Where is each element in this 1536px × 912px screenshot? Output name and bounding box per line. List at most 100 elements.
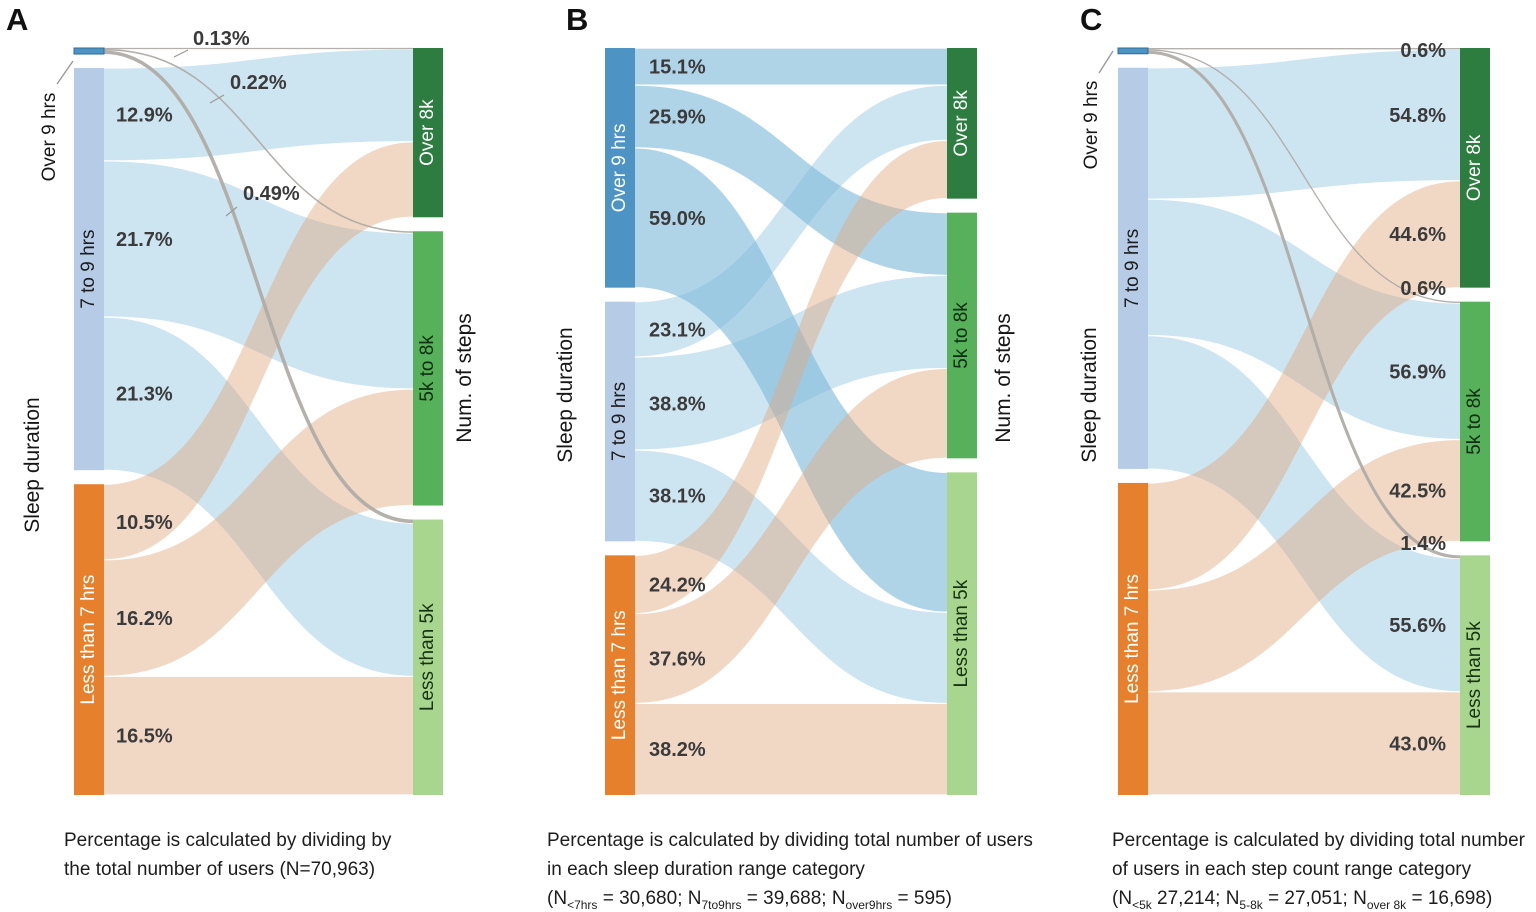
flow-pct-label: 38.1% [649,486,706,508]
flow-pct-label: 0.6% [1400,40,1446,62]
node-over9 [605,48,635,288]
panel-b-nodes: Over 9 hrs 7 to 9 hrs Less than 7 hrs Over … [605,48,977,795]
panel-c-nodes: Over 9 hrs 7 to 9 hrs Less than 7 hrs Over … [1081,47,1490,795]
node-label-leader [56,60,74,85]
flow-pct-label: 0.6% [1400,278,1446,300]
node-label-over8k: Over 8k [951,90,972,157]
axis-title-num-of-steps: Num. of steps [453,313,476,443]
flow-pct-label: 21.7% [116,229,173,251]
flow-less-than-7-hrs-to-5k-to-8k [635,369,947,703]
flow-pct-label: 24.2% [649,574,706,596]
node-less5k [1460,555,1490,795]
node-label-7to9: 7 to 9 hrs [1122,229,1143,308]
flow-pct-label: 43.0% [1389,733,1446,755]
node-label-5to8k: 5k to 8k [1464,388,1485,455]
flow-pct-label: 59.0% [649,208,706,230]
node-5to8k [1460,301,1490,542]
node-label-5to8k: 5k to 8k [951,302,972,369]
flow-pct-label: 55.6% [1389,615,1446,637]
node-over8k [1460,48,1490,288]
panel-letter-a: A [6,2,29,37]
flow-pct-label: 54.8% [1389,105,1446,127]
node-label-less5k: Less than 5k [951,579,972,687]
flow-7-to-9-hrs-to-less-than-5k [1148,336,1460,692]
node-over9 [1117,47,1149,55]
flow-pct-label: 56.9% [1389,361,1446,383]
panel-a-nodes: Over 9 hrs 7 to 9 hrs Less than 7 hrs Over … [39,47,443,795]
panel-a-flows [103,47,414,795]
pct-label-leader [209,94,225,104]
node-7to9 [74,68,104,471]
node-over9 [73,47,105,55]
flow-pct-label: 37.6% [649,649,706,671]
flow-pct-label: 16.2% [116,608,173,630]
panel-b-labels: 15.1% 25.9% 59.0% 23.1% 38.8% 38.1% 24.2% 37.6%… [649,57,706,762]
flow-pct-label: 10.5% [116,512,173,534]
flow-less-than-7-hrs-to-over-8k [104,142,413,560]
panel-c-flows [1147,48,1461,795]
node-7to9 [1118,67,1148,469]
node-5to8k [947,212,977,459]
flow-pct-label: 0.13% [193,28,250,50]
flow-pct-label: 38.2% [649,739,706,761]
pct-label-leader [173,49,189,58]
flow-over-9-hrs-to-less-than-5k [103,50,414,524]
node-over8k [413,48,443,218]
node-label-less7: Less than 7 hrs [609,610,630,740]
flow-over-9-hrs-to-over-8k [635,48,947,85]
node-label-less5k: Less than 5k [1464,621,1485,729]
panel-b-flows [635,48,947,795]
flow-pct-label: 0.49% [243,183,300,205]
flow-7-to-9-hrs-to-5k-to-8k [104,161,413,389]
node-5to8k [413,231,443,506]
flow-pct-label: 15.1% [649,57,706,79]
node-label-7to9: 7 to 9 hrs [78,230,99,309]
panel-c-labels: 0.6% 0.6% 1.4% 54.8% 56.9% 55.6% 44.6% 42.5% 43.… [1389,40,1446,755]
node-over8k [947,48,977,199]
panel-b-caption: Percentage is calculated by dividing tot… [547,830,1033,912]
node-label-less7: Less than 7 hrs [78,575,99,705]
flow-pct-label: 1.4% [1400,533,1446,555]
node-label-5to8k: 5k to 8k [417,335,438,402]
flow-7-to-9-hrs-to-5k-to-8k [1148,199,1460,439]
flow-7-to-9-hrs-to-over-8k [1148,49,1460,199]
flow-less-than-7-hrs-to-less-than-5k [1148,692,1460,795]
flow-less-than-7-hrs-to-over-8k [635,140,947,613]
flow-pct-label: 42.5% [1389,480,1446,502]
axis-title-sleep-duration: Sleep duration [554,327,577,462]
node-less5k [413,519,443,795]
node-label-leader [1098,50,1114,74]
flow-pct-label: 12.9% [116,104,173,126]
panel-letter-c: C [1080,2,1103,37]
axis-title-sleep-duration: Sleep duration [1078,327,1101,462]
node-label-over9: Over 9 hrs [1081,81,1102,170]
node-less5k [947,472,977,795]
node-label-over8k: Over 8k [1464,134,1485,201]
flow-pct-label: 44.6% [1389,224,1446,246]
flow-7-to-9-hrs-to-less-than-5k [104,317,413,676]
flow-over-9-hrs-to-5k-to-8k [1147,49,1461,304]
flow-over-9-hrs-to-5k-to-8k [103,48,414,233]
flow-pct-label: 16.5% [116,726,173,748]
node-less7 [1118,482,1148,795]
node-label-over9: Over 9 hrs [39,93,60,182]
panel-c-caption: Percentage is calculated by dividing tot… [1112,830,1525,912]
flow-pct-label: 38.8% [649,393,706,415]
flow-less-than-7-hrs-to-less-than-5k [635,704,947,795]
flow-7-to-9-hrs-to-less-than-5k [635,450,947,703]
axis-title-num-of-steps: Num. of steps [992,313,1015,443]
node-label-less7: Less than 7 hrs [1122,574,1143,704]
node-label-less5k: Less than 5k [417,603,438,711]
node-label-over8k: Over 8k [417,99,438,166]
flow-pct-label: 21.3% [116,384,173,406]
node-less7 [74,484,104,795]
flow-over-9-hrs-to-less-than-5k [635,148,947,612]
flow-7-to-9-hrs-to-over-8k [104,49,413,161]
flow-less-than-7-hrs-to-5k-to-8k [104,389,413,676]
panel-letter-b: B [566,2,589,37]
flow-over-9-hrs-to-less-than-5k [1147,50,1461,559]
node-label-7to9: 7 to 9 hrs [609,382,630,461]
flow-over-9-hrs-to-5k-to-8k [635,85,947,275]
panel-a-caption: Percentage is calculated by dividing by t… [64,830,392,880]
